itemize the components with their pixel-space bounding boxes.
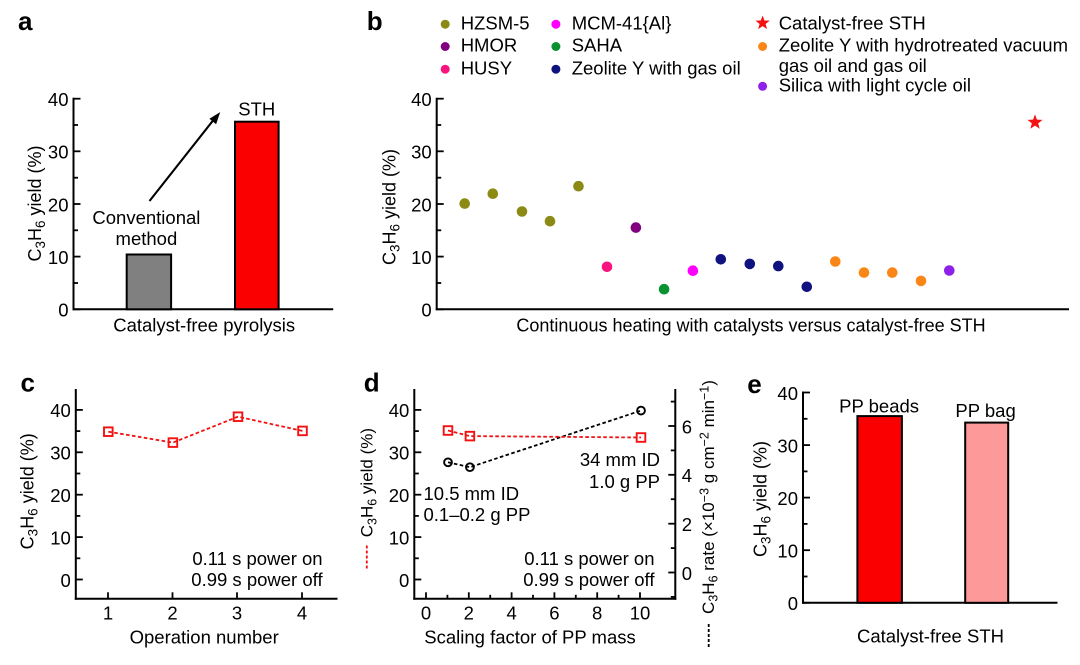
svg-text:0.99 s power off: 0.99 s power off [191, 569, 323, 590]
svg-text:C3H6 yield (%): C3H6 yield (%) [25, 145, 48, 261]
svg-text:40: 40 [48, 89, 69, 110]
svg-text:HZSM-5: HZSM-5 [461, 12, 530, 33]
svg-text:10: 10 [630, 603, 651, 624]
svg-text:0: 0 [682, 563, 692, 584]
svg-text:HMOR: HMOR [461, 35, 518, 56]
svg-text:Zeolite Y with hydrotreated va: Zeolite Y with hydrotreated vacuum [779, 35, 1068, 56]
svg-text:0.99 s power off: 0.99 s power off [523, 569, 655, 590]
svg-text:C3H6 yield (%): C3H6 yield (%) [751, 441, 774, 557]
svg-text:20: 20 [48, 194, 69, 215]
svg-text:0: 0 [58, 300, 68, 321]
svg-text:10: 10 [48, 247, 69, 268]
svg-text:4: 4 [297, 603, 307, 624]
svg-text:Catalyst-free STH: Catalyst-free STH [779, 13, 926, 34]
svg-text:MCM-41{Al}: MCM-41{Al} [572, 12, 672, 33]
svg-text:0.11 s power on: 0.11 s power on [524, 548, 654, 569]
svg-text:40: 40 [411, 89, 432, 110]
svg-text:C3H6 yield (%): C3H6 yield (%) [357, 428, 379, 537]
svg-text:gas oil and gas oil: gas oil and gas oil [779, 55, 927, 76]
svg-text:0.1–0.2 g PP: 0.1–0.2 g PP [424, 504, 531, 525]
svg-text:SAHA: SAHA [572, 35, 623, 56]
svg-text:0: 0 [399, 570, 409, 591]
svg-text:30: 30 [389, 443, 410, 464]
svg-text:2: 2 [464, 603, 474, 624]
svg-text:40: 40 [50, 400, 71, 421]
svg-text:40: 40 [777, 383, 798, 404]
svg-text:PP bag: PP bag [955, 400, 1015, 421]
svg-text:b: b [367, 6, 383, 36]
svg-text:C3H6 yield (%): C3H6 yield (%) [379, 149, 402, 265]
svg-text:C3H6 rate (×10−3 g cm−2 min−1): C3H6 rate (×10−3 g cm−2 min−1) [697, 380, 720, 614]
svg-text:30: 30 [50, 443, 71, 464]
svg-text:4: 4 [682, 465, 692, 486]
svg-text:40: 40 [389, 400, 410, 421]
svg-text:0: 0 [788, 593, 798, 614]
svg-text:8: 8 [592, 603, 602, 624]
svg-text:0: 0 [421, 603, 431, 624]
svg-text:3: 3 [232, 603, 242, 624]
svg-text:30: 30 [411, 142, 432, 163]
svg-text:Silica with light cycle oil: Silica with light cycle oil [779, 75, 971, 96]
svg-text:STH: STH [238, 99, 275, 120]
svg-text:6: 6 [682, 416, 692, 437]
svg-text:method: method [116, 228, 178, 249]
svg-text:e: e [747, 369, 761, 399]
svg-text:d: d [364, 367, 380, 397]
svg-text:1: 1 [103, 603, 113, 624]
svg-text:4: 4 [506, 603, 516, 624]
svg-text:10: 10 [411, 247, 432, 268]
svg-text:0: 0 [61, 570, 71, 591]
svg-text:10: 10 [777, 541, 798, 562]
svg-text:2: 2 [682, 514, 692, 535]
svg-text:30: 30 [777, 435, 798, 456]
svg-text:Catalyst-free pyrolysis: Catalyst-free pyrolysis [113, 314, 295, 335]
svg-text:34 mm ID: 34 mm ID [580, 449, 660, 470]
svg-text:C3H6 yield (%): C3H6 yield (%) [18, 433, 41, 549]
svg-text:Zeolite Y with gas oil: Zeolite Y with gas oil [572, 57, 741, 78]
svg-text:30: 30 [48, 142, 69, 163]
svg-text:c: c [21, 367, 35, 397]
svg-text:a: a [18, 6, 33, 36]
svg-text:PP beads: PP beads [839, 395, 919, 416]
svg-text:20: 20 [389, 485, 410, 506]
svg-text:10: 10 [50, 527, 71, 548]
svg-text:Conventional: Conventional [92, 207, 200, 228]
svg-text:20: 20 [50, 485, 71, 506]
svg-text:Operation number: Operation number [130, 626, 279, 647]
svg-text:Scaling factor of PP mass: Scaling factor of PP mass [424, 626, 635, 647]
svg-text:2: 2 [167, 603, 177, 624]
svg-text:Continuous heating with cataly: Continuous heating with catalysts versus… [516, 315, 985, 335]
svg-text:Catalyst-free STH: Catalyst-free STH [857, 626, 1004, 647]
svg-text:HUSY: HUSY [461, 57, 512, 78]
svg-text:1.0 g PP: 1.0 g PP [589, 471, 660, 492]
svg-text:0.11 s power on: 0.11 s power on [192, 548, 322, 569]
svg-text:6: 6 [549, 603, 559, 624]
svg-text:20: 20 [411, 194, 432, 215]
svg-text:10: 10 [389, 527, 410, 548]
svg-text:20: 20 [777, 488, 798, 509]
svg-text:10.5 mm ID: 10.5 mm ID [424, 483, 520, 504]
svg-text:0: 0 [421, 300, 431, 321]
